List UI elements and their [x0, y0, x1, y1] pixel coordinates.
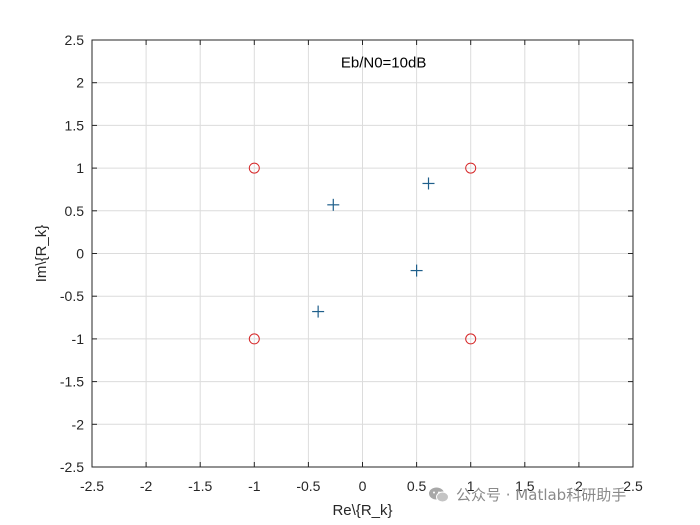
wechat-icon — [429, 487, 449, 502]
x-tick-label: 0 — [359, 478, 367, 494]
x-tick-label: 0.5 — [407, 478, 427, 494]
y-tick-label: 2.5 — [65, 32, 85, 48]
y-tick-label: 2 — [76, 75, 84, 91]
x-tick-label: -2 — [140, 478, 153, 494]
x-tick-label: 1 — [467, 478, 475, 494]
y-tick-label: 1.5 — [65, 117, 85, 133]
x-tick-label: -0.5 — [296, 478, 320, 494]
y-tick-label: 0 — [76, 246, 84, 262]
x-tick-label: 1.5 — [515, 478, 535, 494]
plus-marker — [422, 177, 435, 190]
y-axis-ticks: -2.5 -2 -1.5 -1 -0.5 0 0.5 1 1.5 2 2.5 — [60, 32, 633, 475]
circle-marker — [465, 333, 477, 345]
x-tick-label: -2.5 — [80, 478, 104, 494]
y-tick-label: 0.5 — [65, 203, 85, 219]
y-tick-label: -0.5 — [60, 288, 84, 304]
circle-marker — [248, 162, 260, 174]
y-tick-label: -2 — [72, 416, 85, 432]
plus-marker — [327, 198, 340, 211]
annotation-text: Eb/N0=10dB — [341, 54, 426, 71]
x-tick-label: 2 — [575, 478, 583, 494]
y-tick-label: 1 — [76, 160, 84, 176]
x-tick-label: 2.5 — [623, 478, 643, 494]
circle-marker — [465, 162, 477, 174]
grid — [91, 39, 634, 468]
plus-marker — [410, 264, 423, 277]
x-tick-label: -1 — [248, 478, 261, 494]
y-tick-label: -1.5 — [60, 374, 84, 390]
watermark: 公众号 · Matlab科研助手 — [428, 484, 626, 505]
watermark-text: 公众号 · Matlab科研助手 — [456, 486, 627, 504]
y-tick-label: -2.5 — [60, 459, 84, 475]
data-marks — [248, 162, 477, 345]
plus-marker — [312, 305, 325, 318]
y-tick-label: -1 — [72, 331, 85, 347]
x-axis-label: Re\{R_k} — [332, 502, 392, 519]
x-tick-label: -1.5 — [188, 478, 212, 494]
y-axis-label: Im\{R_k} — [33, 225, 50, 283]
circle-marker — [248, 333, 260, 345]
x-axis-ticks: -2.5 -2 -1.5 -1 -0.5 0 0.5 1 1.5 2 2.5 — [80, 40, 643, 494]
